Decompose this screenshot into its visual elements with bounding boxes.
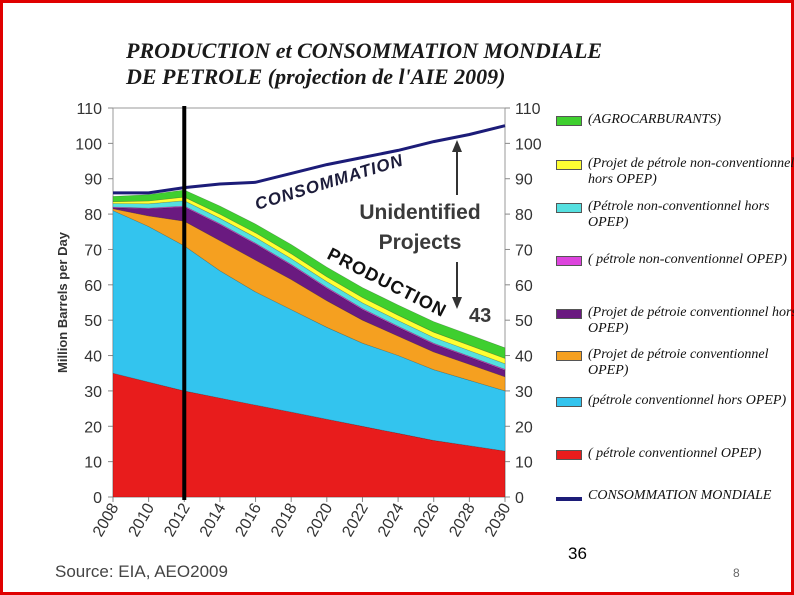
y-tick-label-right: 70 bbox=[515, 242, 533, 259]
x-tick-label: 2010 bbox=[126, 500, 159, 539]
x-tick-label: 2012 bbox=[161, 500, 194, 539]
legend-line-swatch bbox=[556, 497, 582, 501]
legend-swatch bbox=[556, 160, 582, 170]
y-tick-label-right: 60 bbox=[515, 278, 533, 295]
x-tick-label: 2014 bbox=[197, 500, 230, 539]
y-tick-label-left: 50 bbox=[84, 313, 102, 330]
y-tick-label-right: 90 bbox=[515, 172, 533, 189]
y-tick-label-left: 110 bbox=[76, 101, 102, 118]
x-tick-label: 2020 bbox=[304, 500, 337, 539]
y-tick-label-left: 70 bbox=[84, 242, 102, 259]
gap-arrow-down-head bbox=[452, 297, 462, 309]
legend-label: ( pétrole non-conventionnel OPEP) bbox=[588, 252, 787, 267]
y-tick-label-left: 100 bbox=[75, 136, 102, 153]
legend-label: (AGROCARBURANTS) bbox=[588, 112, 721, 127]
y-tick-label-right: 50 bbox=[515, 313, 533, 330]
y-tick-label-right: 40 bbox=[515, 349, 533, 366]
y-tick-label-right: 0 bbox=[515, 490, 524, 507]
page-number: 8 bbox=[733, 566, 740, 580]
x-tick-label: 2022 bbox=[339, 500, 372, 539]
y-tick-label-left: 0 bbox=[93, 490, 102, 507]
y-tick-label-left: 20 bbox=[84, 419, 102, 436]
y-tick-label-right: 80 bbox=[515, 207, 533, 224]
legend-label: (Projet de pétrole non-conventionnel hor… bbox=[588, 156, 794, 187]
x-tick-label: 2016 bbox=[232, 500, 265, 539]
x-tick-label: 2028 bbox=[446, 500, 479, 539]
gap-value-label: 43 bbox=[469, 305, 491, 327]
y-tick-label-left: 90 bbox=[84, 172, 102, 189]
y-tick-label-right: 30 bbox=[515, 384, 533, 401]
legend-swatch bbox=[556, 256, 582, 266]
y-tick-label-right: 20 bbox=[515, 419, 533, 436]
y-tick-label-right: 10 bbox=[515, 455, 533, 472]
y-tick-label-right: 110 bbox=[515, 101, 541, 118]
legend-swatch bbox=[556, 116, 582, 126]
slide-number: 36 bbox=[568, 544, 587, 563]
legend-label: (pétrole conventionnel hors OPEP) bbox=[588, 393, 787, 408]
legend-swatch bbox=[556, 203, 582, 213]
source-note: Source: EIA, AEO2009 bbox=[55, 562, 228, 581]
legend-label: (Projet de pétroie conventionnel hors OP… bbox=[588, 305, 794, 336]
legend-swatch bbox=[556, 351, 582, 361]
legend-swatch bbox=[556, 450, 582, 460]
y-tick-label-left: 80 bbox=[84, 207, 102, 224]
y-tick-label-left: 30 bbox=[84, 384, 102, 401]
x-tick-label: 2024 bbox=[375, 500, 408, 539]
y-tick-label-left: 40 bbox=[84, 349, 102, 366]
unidentified-line-1: Unidentified bbox=[359, 201, 480, 224]
x-tick-label: 2018 bbox=[268, 500, 301, 539]
gap-arrow-up-head bbox=[452, 140, 462, 152]
consumption-line bbox=[113, 124, 506, 195]
legend-swatch bbox=[556, 309, 582, 319]
y-tick-label-right: 100 bbox=[515, 136, 542, 153]
y-tick-label-left: 10 bbox=[84, 455, 102, 472]
y-tick-label-left: 60 bbox=[84, 278, 102, 295]
legend-label: CONSOMMATION MONDIALE bbox=[588, 488, 772, 503]
chart-title: PRODUCTION et CONSOMMATION MONDIALE DE P… bbox=[126, 38, 603, 89]
area-agro bbox=[112, 189, 506, 359]
x-tick-label: 2026 bbox=[411, 500, 444, 539]
legend-label: (Projet de pétroie conventionnel OPEP) bbox=[588, 347, 769, 378]
y-axis-label: Million Barrels per Day bbox=[55, 231, 70, 373]
x-tick-label: 2030 bbox=[482, 500, 515, 539]
legend-label: ( pétrole conventionnel OPEP) bbox=[588, 446, 762, 461]
legend-label: (Pétrole non-conventionnel hors OPEP) bbox=[588, 199, 770, 230]
legend-swatch bbox=[556, 397, 582, 407]
unidentified-line-2: Projects bbox=[379, 231, 462, 254]
